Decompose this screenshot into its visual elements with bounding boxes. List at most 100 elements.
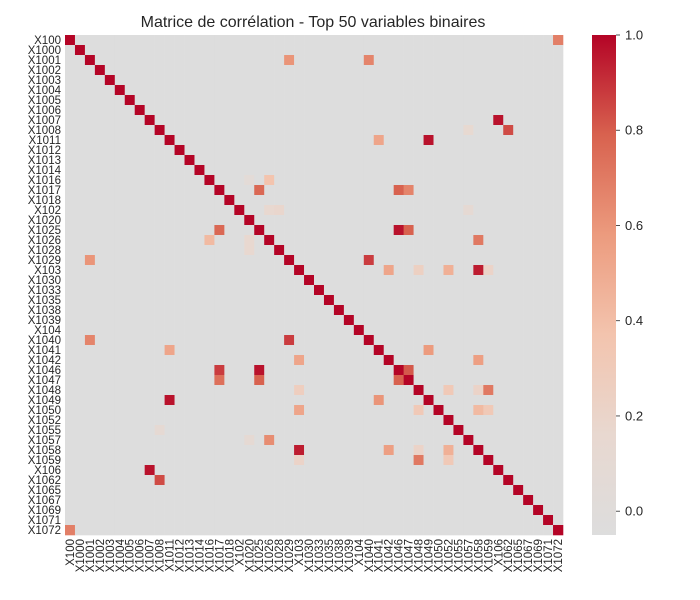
heatmap-cell: [94, 45, 106, 56]
heatmap-cell: [144, 405, 155, 416]
heatmap-cell: [333, 225, 345, 236]
heatmap-cell: [304, 255, 315, 266]
heatmap-cell: [333, 405, 345, 416]
heatmap-cell: [323, 75, 335, 86]
heatmap-cell: [483, 255, 494, 266]
heatmap-cell: [503, 405, 514, 416]
heatmap-cell: [363, 125, 375, 136]
heatmap-cell: [84, 445, 96, 456]
heatmap-cell: [493, 225, 504, 236]
y-tick-label: X1042: [28, 355, 61, 367]
heatmap-cell: [74, 385, 86, 396]
heatmap-cell: [214, 35, 225, 46]
heatmap-cell: [134, 295, 145, 306]
heatmap-cell: [134, 245, 145, 256]
heatmap-cell: [353, 445, 365, 456]
heatmap-cell: [84, 255, 96, 266]
heatmap-cell: [363, 405, 375, 416]
heatmap-cell: [114, 305, 126, 316]
heatmap-cell: [194, 65, 205, 76]
heatmap-cell: [403, 355, 414, 366]
heatmap-cell: [274, 475, 285, 486]
heatmap-cell: [104, 215, 116, 226]
heatmap-cell: [543, 295, 554, 306]
heatmap-cell: [274, 215, 285, 226]
heatmap-cell: [254, 325, 265, 336]
heatmap-cell: [343, 105, 355, 116]
heatmap-cell: [174, 455, 185, 466]
heatmap-cell: [363, 425, 375, 436]
heatmap-cell: [353, 515, 365, 526]
heatmap-cell: [274, 245, 285, 256]
heatmap-cell: [373, 295, 385, 306]
x-tick-label: X1001: [85, 539, 97, 572]
y-tick-label: X1018: [28, 195, 61, 207]
heatmap-cell: [443, 355, 454, 366]
heatmap-cell: [194, 315, 205, 326]
heatmap-cell: [423, 195, 434, 206]
heatmap-cell: [124, 105, 136, 116]
heatmap-cell: [124, 385, 136, 396]
heatmap-cell: [483, 345, 494, 356]
heatmap-cell: [413, 155, 424, 166]
heatmap-cell: [333, 345, 345, 356]
heatmap-cell: [65, 175, 76, 186]
heatmap-cell: [543, 465, 554, 476]
heatmap-cell: [383, 85, 394, 96]
heatmap-cell: [74, 365, 86, 376]
heatmap-cell: [124, 155, 136, 166]
heatmap-cell: [274, 435, 285, 446]
heatmap-cell: [533, 335, 544, 346]
heatmap-cell: [264, 125, 275, 136]
heatmap-cell: [194, 45, 205, 56]
heatmap-cell: [373, 55, 385, 66]
heatmap-cell: [353, 305, 365, 316]
heatmap-cell: [65, 435, 76, 446]
heatmap-cell: [274, 345, 285, 356]
heatmap-cell: [533, 385, 544, 396]
heatmap-cell: [164, 135, 175, 146]
heatmap-cell: [94, 185, 106, 196]
heatmap-cell: [323, 305, 335, 316]
heatmap-cell: [383, 325, 394, 336]
heatmap-cell: [343, 235, 355, 246]
heatmap-cell: [154, 435, 165, 446]
heatmap-cell: [493, 275, 504, 286]
heatmap-cell: [214, 415, 225, 426]
heatmap-cell: [244, 345, 255, 356]
heatmap-cell: [353, 135, 365, 146]
heatmap-cell: [473, 415, 484, 426]
heatmap-cell: [94, 485, 106, 496]
heatmap-cell: [323, 125, 335, 136]
heatmap-cell: [533, 125, 544, 136]
heatmap-cell: [323, 495, 335, 506]
heatmap-cell: [164, 385, 175, 396]
heatmap-cell: [294, 145, 305, 156]
heatmap-cell: [523, 55, 534, 66]
heatmap-cell: [314, 515, 325, 526]
heatmap-cell: [483, 435, 494, 446]
heatmap-cell: [323, 435, 335, 446]
heatmap-cell: [513, 505, 524, 516]
heatmap-cell: [393, 505, 404, 516]
heatmap-cell: [294, 375, 305, 386]
heatmap-cell: [453, 225, 464, 236]
heatmap-cell: [433, 505, 444, 516]
heatmap-cell: [523, 45, 534, 56]
heatmap-cell: [363, 505, 375, 516]
heatmap-cell: [423, 425, 434, 436]
heatmap-cell: [254, 135, 265, 146]
heatmap-cell: [403, 495, 414, 506]
heatmap-cell: [144, 455, 155, 466]
heatmap-cell: [503, 235, 514, 246]
heatmap-cell: [65, 155, 76, 166]
heatmap-cell: [134, 355, 145, 366]
heatmap-cell: [393, 55, 404, 66]
heatmap-cell: [493, 435, 504, 446]
heatmap-cell: [453, 495, 464, 506]
heatmap-cell: [224, 425, 235, 436]
heatmap-cell: [553, 55, 564, 66]
heatmap-cell: [403, 95, 414, 106]
heatmap-cell: [244, 445, 255, 456]
x-tick-label: X1029: [284, 539, 296, 572]
